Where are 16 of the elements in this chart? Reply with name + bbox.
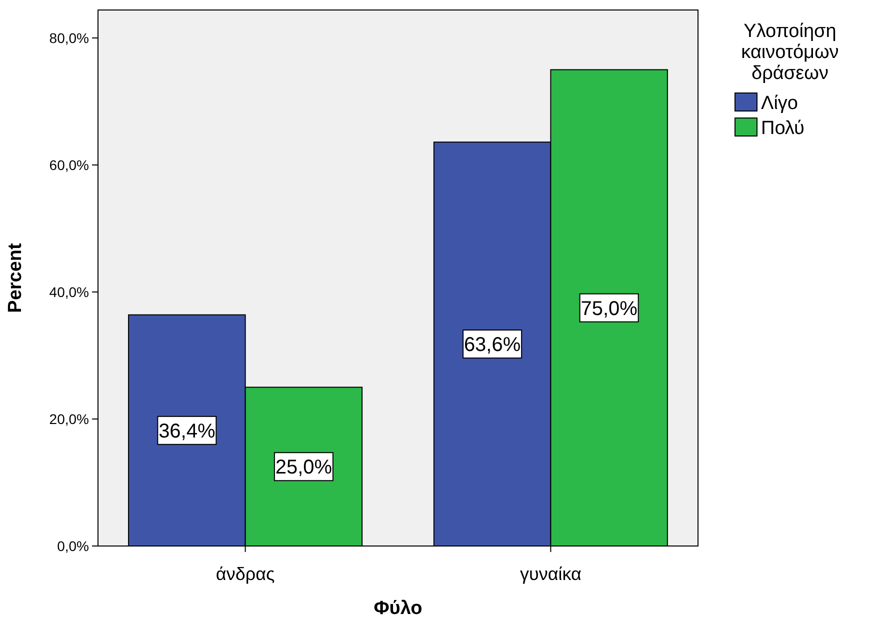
x-tick-label: γυναίκα <box>520 564 582 584</box>
legend-label: Πολύ <box>761 118 804 139</box>
x-tick-label: άνδρας <box>216 564 275 584</box>
data-label: 75,0% <box>580 298 638 320</box>
data-label: 63,6% <box>464 334 521 356</box>
data-label: 25,0% <box>275 456 332 479</box>
y-tick-label: 0,0% <box>57 538 89 554</box>
y-tick-label: 60,0% <box>49 156 89 173</box>
y-tick-label: 80,0% <box>49 30 89 46</box>
data-label: 36,4% <box>158 420 216 442</box>
legend-title: Υλοποίηση καινοτόμων δράσεων <box>741 21 839 84</box>
y-tick-label: 40,0% <box>49 284 89 300</box>
y-tick-label: 20,0% <box>49 410 89 427</box>
x-axis-title: Φύλο <box>374 598 422 619</box>
y-axis-title: Percent <box>5 242 26 313</box>
legend-label: Λίγο <box>761 93 798 114</box>
